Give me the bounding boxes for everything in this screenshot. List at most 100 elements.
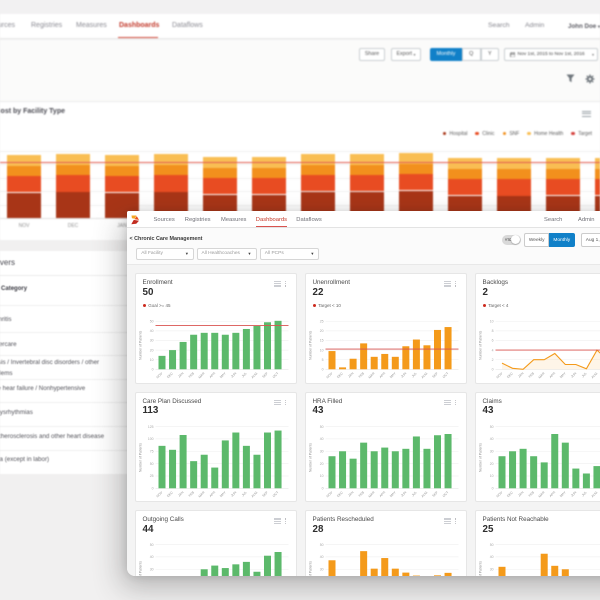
svg-text:DEC: DEC xyxy=(336,371,344,379)
svg-text:JUL: JUL xyxy=(581,490,588,497)
svg-text:NOV: NOV xyxy=(326,371,334,379)
svg-text:FEB: FEB xyxy=(528,490,536,498)
svg-text:AUG: AUG xyxy=(421,490,429,498)
svg-text:40: 40 xyxy=(490,437,494,441)
svg-text:40: 40 xyxy=(150,329,154,333)
svg-text:50: 50 xyxy=(490,424,494,428)
svg-text:Number of Patients: Number of Patients xyxy=(479,442,483,471)
svg-text:APR: APR xyxy=(379,490,387,498)
svg-text:JUN: JUN xyxy=(400,371,408,379)
svg-text:MAY: MAY xyxy=(389,371,397,379)
svg-text:FEB: FEB xyxy=(188,490,196,498)
svg-text:MAY: MAY xyxy=(389,490,397,498)
svg-text:AUG: AUG xyxy=(251,490,259,498)
svg-text:AUG: AUG xyxy=(591,371,599,379)
svg-text:DEC: DEC xyxy=(506,490,514,498)
svg-text:0: 0 xyxy=(492,368,494,372)
svg-text:40: 40 xyxy=(320,555,324,559)
svg-text:Number of Patients: Number of Patients xyxy=(479,330,483,359)
svg-text:0: 0 xyxy=(322,486,324,490)
svg-text:JUL: JUL xyxy=(411,490,418,497)
svg-text:AUG: AUG xyxy=(421,371,429,379)
svg-text:75: 75 xyxy=(150,449,154,453)
svg-text:0: 0 xyxy=(492,486,494,490)
svg-text:25: 25 xyxy=(320,320,324,324)
svg-text:50: 50 xyxy=(150,543,154,547)
svg-text:50: 50 xyxy=(150,461,154,465)
svg-text:MAY: MAY xyxy=(219,371,227,379)
svg-text:APR: APR xyxy=(379,371,387,379)
svg-text:JAN: JAN xyxy=(177,490,185,498)
svg-text:100: 100 xyxy=(148,437,154,441)
svg-text:SEP: SEP xyxy=(261,490,269,498)
svg-text:JAN: JAN xyxy=(347,490,355,498)
svg-text:10: 10 xyxy=(490,474,494,478)
svg-text:AUG: AUG xyxy=(591,490,599,498)
svg-text:JUN: JUN xyxy=(570,490,578,498)
svg-text:JUL: JUL xyxy=(411,371,418,378)
svg-text:40: 40 xyxy=(490,555,494,559)
svg-text:NOV: NOV xyxy=(156,490,164,498)
svg-text:50: 50 xyxy=(320,543,324,547)
svg-text:Number of Patients: Number of Patients xyxy=(139,330,143,359)
svg-text:10: 10 xyxy=(490,320,494,324)
svg-text:DEC: DEC xyxy=(506,371,514,379)
svg-text:MAR: MAR xyxy=(368,371,376,379)
svg-text:0: 0 xyxy=(322,368,324,372)
svg-text:30: 30 xyxy=(150,339,154,343)
svg-text:5: 5 xyxy=(322,358,324,362)
svg-text:50: 50 xyxy=(320,424,324,428)
svg-text:NOV: NOV xyxy=(496,490,504,498)
svg-text:OCT: OCT xyxy=(272,371,280,379)
svg-text:6: 6 xyxy=(492,339,494,343)
svg-text:JAN: JAN xyxy=(177,371,185,379)
svg-text:JUN: JUN xyxy=(230,371,238,379)
svg-text:NOV: NOV xyxy=(156,371,164,379)
svg-text:JUN: JUN xyxy=(230,490,238,498)
svg-text:0: 0 xyxy=(152,368,154,372)
svg-text:10: 10 xyxy=(320,474,324,478)
svg-text:DEC: DEC xyxy=(166,490,174,498)
svg-text:FEB: FEB xyxy=(528,371,536,379)
svg-text:JUL: JUL xyxy=(241,371,248,378)
svg-text:Number of Patients: Number of Patients xyxy=(479,561,483,576)
svg-text:APR: APR xyxy=(209,490,217,498)
svg-text:50: 50 xyxy=(150,320,154,324)
svg-text:Number of Patients: Number of Patients xyxy=(309,330,313,359)
svg-text:OCT: OCT xyxy=(272,490,280,498)
svg-text:JAN: JAN xyxy=(347,371,355,379)
svg-text:DEC: DEC xyxy=(166,371,174,379)
svg-text:JUL: JUL xyxy=(581,371,588,378)
svg-text:MAR: MAR xyxy=(368,490,376,498)
svg-text:MAR: MAR xyxy=(198,371,206,379)
svg-text:NOV: NOV xyxy=(326,490,334,498)
svg-text:MAR: MAR xyxy=(538,371,546,379)
svg-text:JAN: JAN xyxy=(517,490,525,498)
svg-text:30: 30 xyxy=(320,568,324,572)
svg-text:Number of Patients: Number of Patients xyxy=(309,561,313,576)
svg-text:20: 20 xyxy=(320,461,324,465)
svg-text:SEP: SEP xyxy=(431,490,439,498)
svg-text:40: 40 xyxy=(320,437,324,441)
svg-text:30: 30 xyxy=(150,568,154,572)
svg-text:JAN: JAN xyxy=(517,371,525,379)
svg-text:APR: APR xyxy=(209,371,217,379)
svg-text:MAR: MAR xyxy=(538,490,546,498)
svg-text:SEP: SEP xyxy=(261,371,269,379)
svg-text:30: 30 xyxy=(490,449,494,453)
svg-text:8: 8 xyxy=(492,329,494,333)
svg-text:Number of Patients: Number of Patients xyxy=(139,442,143,471)
svg-text:50: 50 xyxy=(490,543,494,547)
svg-text:2: 2 xyxy=(492,358,494,362)
svg-text:0: 0 xyxy=(152,486,154,490)
svg-text:APR: APR xyxy=(549,490,557,498)
svg-text:AUG: AUG xyxy=(251,371,259,379)
svg-text:30: 30 xyxy=(320,449,324,453)
svg-text:JUN: JUN xyxy=(570,371,578,379)
svg-text:20: 20 xyxy=(490,461,494,465)
svg-text:DEC: DEC xyxy=(336,490,344,498)
svg-text:FEB: FEB xyxy=(358,490,366,498)
svg-text:4: 4 xyxy=(492,348,494,352)
svg-text:APR: APR xyxy=(549,371,557,379)
svg-text:Number of Patients: Number of Patients xyxy=(139,561,143,576)
